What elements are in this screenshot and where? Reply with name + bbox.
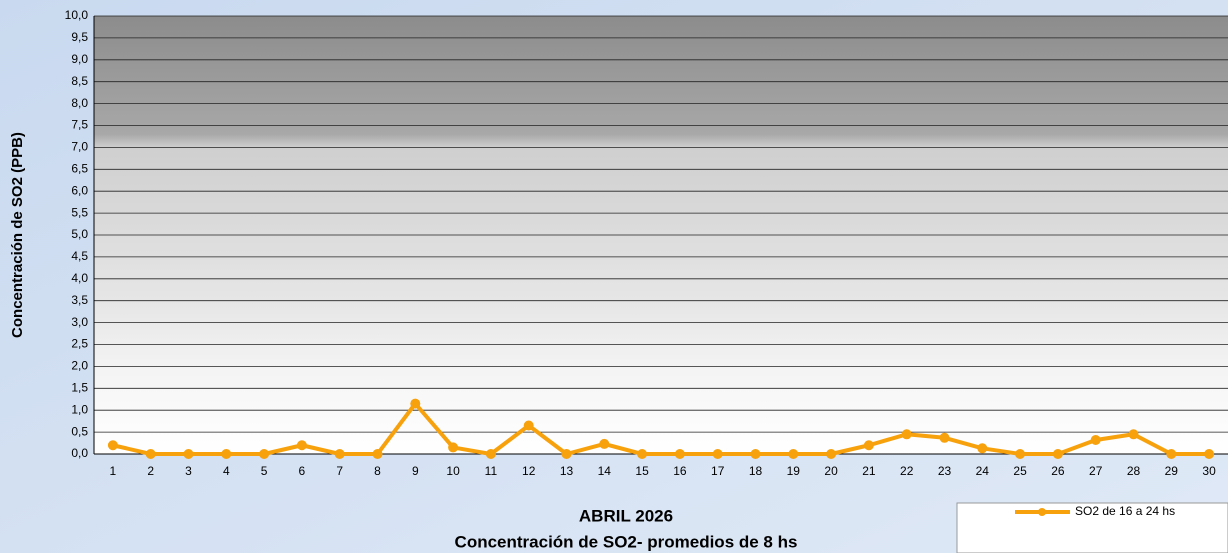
- x-tick-label: 23: [938, 464, 952, 478]
- data-point: [940, 433, 950, 443]
- y-tick-label: 8,5: [71, 74, 88, 88]
- x-tick-label: 8: [374, 464, 381, 478]
- y-tick-label: 0,0: [71, 446, 88, 460]
- data-point: [1053, 449, 1063, 459]
- y-tick-label: 1,0: [71, 402, 88, 416]
- data-point: [259, 449, 269, 459]
- data-point: [108, 440, 118, 450]
- x-tick-label: 15: [635, 464, 649, 478]
- data-point: [1091, 435, 1101, 445]
- data-point: [1166, 449, 1176, 459]
- data-point: [335, 449, 345, 459]
- y-tick-label: 2,5: [71, 337, 88, 351]
- data-point: [486, 449, 496, 459]
- x-tick-label: 19: [787, 464, 801, 478]
- data-point: [1129, 429, 1139, 439]
- y-tick-label: 9,0: [71, 52, 88, 66]
- data-point: [826, 449, 836, 459]
- x-tick-label: 11: [485, 464, 498, 478]
- y-tick-label: 4,5: [71, 249, 88, 263]
- data-point: [524, 421, 534, 431]
- x-tick-label: 17: [711, 464, 725, 478]
- data-point: [675, 449, 685, 459]
- y-tick-label: 2,0: [71, 359, 88, 373]
- x-tick-label: 1: [110, 464, 117, 478]
- x-tick-label: 20: [824, 464, 838, 478]
- y-tick-label: 7,0: [71, 140, 88, 154]
- data-point: [864, 440, 874, 450]
- y-tick-label: 4,0: [71, 271, 88, 285]
- y-tick-label: 3,5: [71, 293, 88, 307]
- y-tick-label: 0,5: [71, 424, 88, 438]
- x-tick-label: 4: [223, 464, 230, 478]
- x-tick-label: 21: [862, 464, 876, 478]
- y-tick-label: 8,0: [71, 96, 88, 110]
- y-tick-label: 10,0: [65, 8, 89, 22]
- data-point: [562, 449, 572, 459]
- data-point: [977, 443, 987, 453]
- data-point: [373, 449, 383, 459]
- x-tick-label: 18: [749, 464, 763, 478]
- y-tick-label: 6,5: [71, 161, 88, 175]
- x-tick-label: 13: [560, 464, 574, 478]
- chart-subtitle: Concentración de SO2- promedios de 8 hs: [455, 532, 798, 551]
- y-tick-label: 9,5: [71, 30, 88, 44]
- legend-marker: [1038, 508, 1046, 516]
- x-tick-label: 29: [1165, 464, 1179, 478]
- data-point: [448, 442, 458, 452]
- x-tick-label: 5: [261, 464, 268, 478]
- data-point: [1015, 449, 1025, 459]
- data-point: [1204, 449, 1214, 459]
- x-tick-label: 25: [1013, 464, 1027, 478]
- data-point: [410, 399, 420, 409]
- x-tick-label: 26: [1051, 464, 1065, 478]
- x-tick-label: 3: [185, 464, 192, 478]
- y-tick-label: 3,0: [71, 315, 88, 329]
- x-tick-label: 30: [1202, 464, 1216, 478]
- data-point: [751, 449, 761, 459]
- x-tick-label: 22: [900, 464, 914, 478]
- data-point: [297, 440, 307, 450]
- x-tick-label: 16: [673, 464, 687, 478]
- x-tick-label: 9: [412, 464, 419, 478]
- y-tick-label: 1,5: [71, 380, 88, 394]
- data-point: [221, 449, 231, 459]
- data-point: [184, 449, 194, 459]
- legend-label: SO2 de 16 a 24 hs: [1075, 504, 1175, 518]
- x-tick-label: 28: [1127, 464, 1141, 478]
- x-tick-label: 6: [299, 464, 306, 478]
- chart: Concentración de SO2 (PPB) ABRIL 2026 Co…: [0, 0, 1228, 553]
- y-axis-label: Concentración de SO2 (PPB): [9, 132, 26, 338]
- data-point: [788, 449, 798, 459]
- x-tick-label: 10: [446, 464, 460, 478]
- chart-title: ABRIL 2026: [579, 506, 673, 525]
- x-tick-label: 12: [522, 464, 536, 478]
- y-tick-label: 6,0: [71, 183, 88, 197]
- data-point: [713, 449, 723, 459]
- data-point: [902, 429, 912, 439]
- y-tick-label: 5,5: [71, 205, 88, 219]
- x-tick-label: 7: [336, 464, 343, 478]
- data-point: [637, 449, 647, 459]
- data-point: [599, 439, 609, 449]
- x-tick-label: 27: [1089, 464, 1103, 478]
- y-tick-label: 7,5: [71, 118, 88, 132]
- x-tick-label: 2: [147, 464, 154, 478]
- data-point: [146, 449, 156, 459]
- x-tick-label: 14: [598, 464, 612, 478]
- x-tick-label: 24: [976, 464, 990, 478]
- y-tick-label: 5,0: [71, 227, 88, 241]
